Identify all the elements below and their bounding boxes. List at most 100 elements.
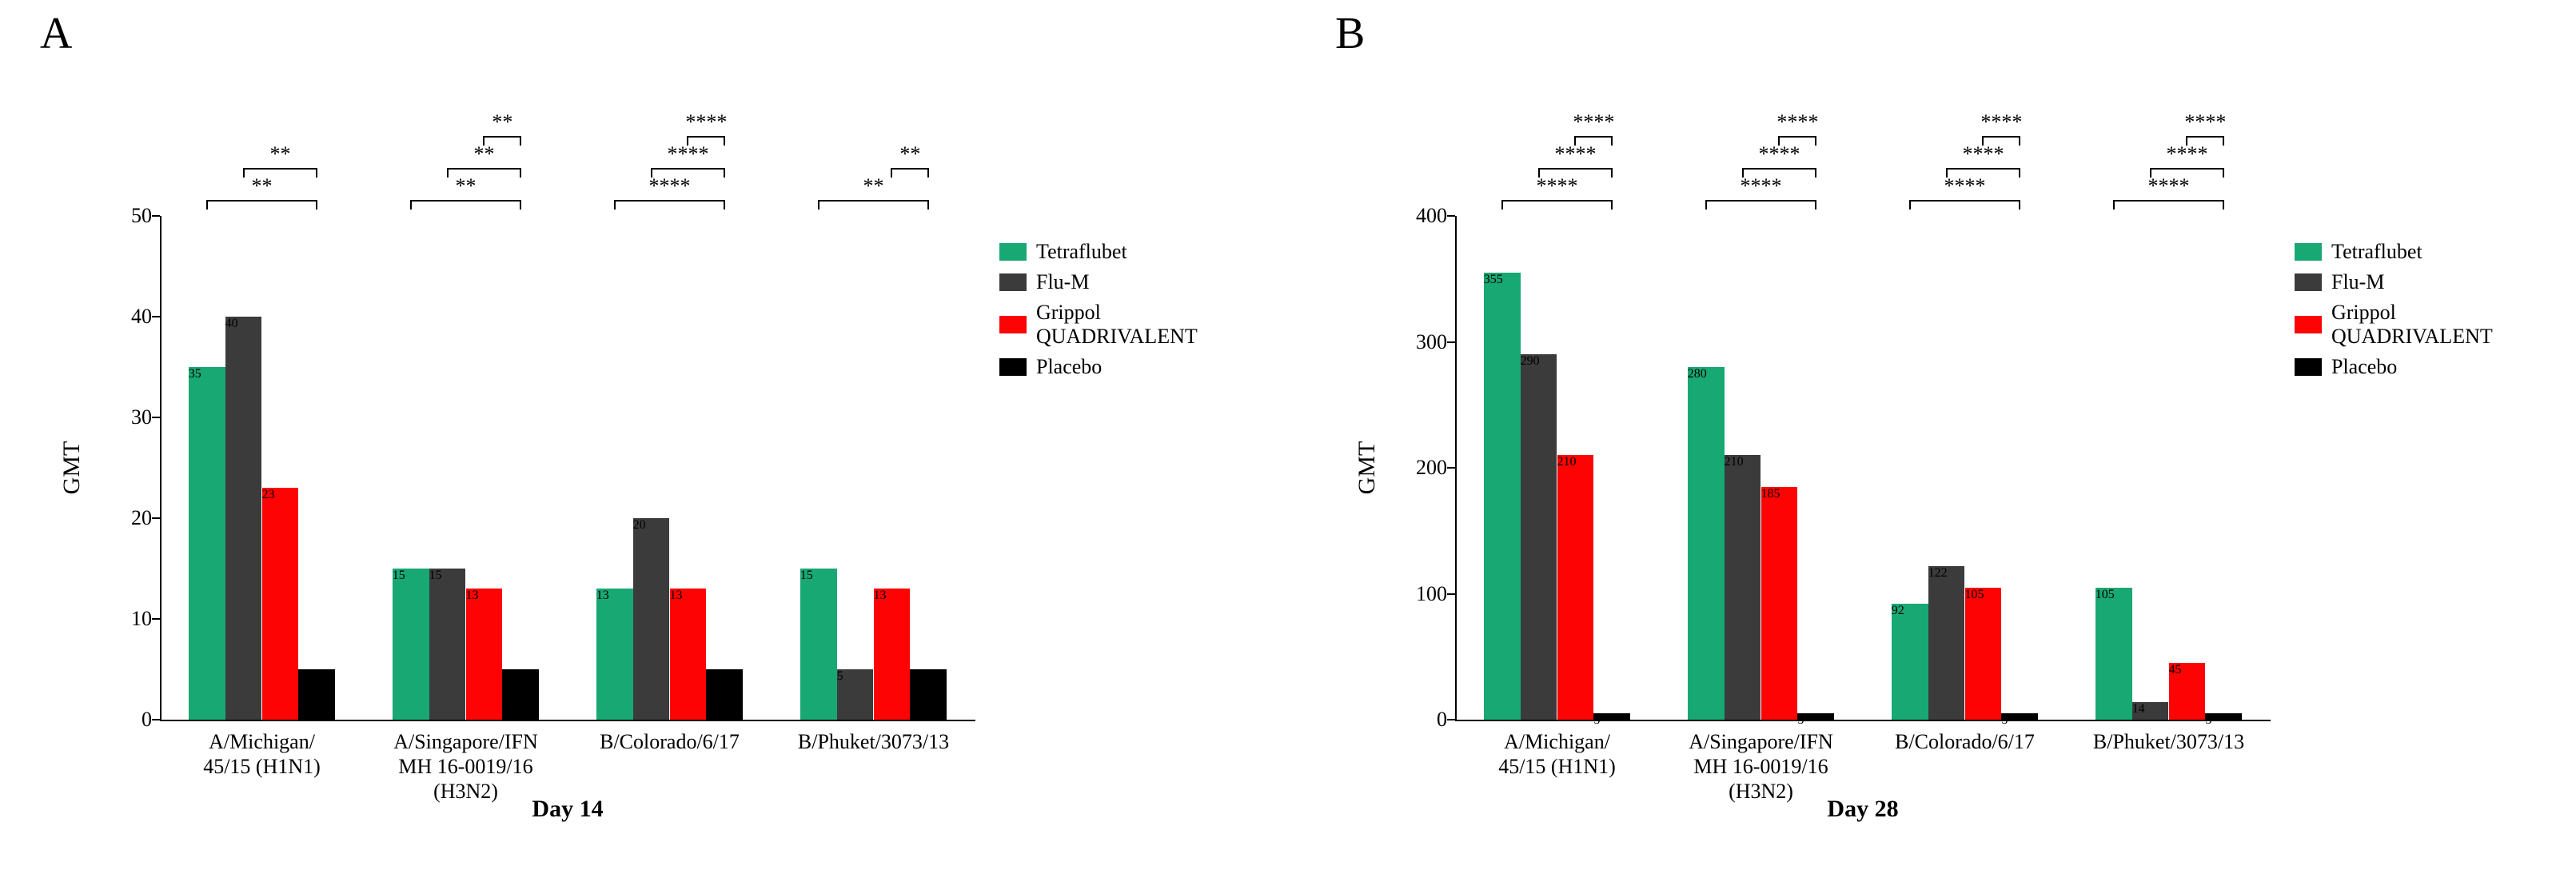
- sig-bracket-tick: [483, 136, 484, 146]
- bar-tetraflubet: 35: [189, 367, 225, 720]
- sig-bracket-tick: [2186, 136, 2187, 146]
- legend-swatch: [2295, 358, 2322, 376]
- xtick-label: A/Singapore/IFNMH 16-0019/16 (H3N2): [1659, 729, 1863, 804]
- sig-bracket-tick: [2223, 168, 2224, 178]
- sig-bracket-tick: [520, 168, 521, 178]
- panel-label: B: [1335, 8, 1365, 59]
- ytick-mark: [152, 517, 160, 519]
- sig-bracket-tick: [1909, 200, 1911, 210]
- legend-item: Placebo: [2295, 355, 2493, 379]
- sig-bracket: [207, 200, 317, 202]
- sig-bracket: [1983, 136, 2020, 138]
- xtick-label: A/Michigan/45/15 (H1N1): [160, 729, 364, 779]
- bar-tetraflubet: 15: [393, 569, 429, 720]
- bar-flum: 210: [1725, 455, 1761, 720]
- bar-flum: 20: [633, 518, 670, 720]
- sig-bracket-tick: [1778, 136, 1780, 146]
- legend-swatch: [2295, 273, 2322, 291]
- xtick-line: B/Phuket/3073/13: [798, 730, 949, 753]
- legend-swatch: [2295, 243, 2322, 261]
- sig-bracket-tick: [2223, 136, 2224, 146]
- bar-placebo: 5: [298, 669, 335, 720]
- legend-label: Placebo: [1036, 355, 1102, 379]
- sig-bracket: [652, 168, 725, 170]
- ytick-label: 300: [1391, 330, 1447, 354]
- sig-label: **: [492, 110, 512, 134]
- x-axis-title: Day 28: [1455, 796, 2271, 823]
- sig-bracket: [484, 136, 520, 138]
- sig-bracket-tick: [724, 200, 725, 210]
- sig-bracket: [1502, 200, 1613, 202]
- bar-placebo: 5: [2205, 713, 2242, 720]
- sig-bracket-tick: [410, 200, 412, 210]
- sig-bracket-tick: [2150, 168, 2151, 178]
- y-axis: [1455, 216, 1457, 720]
- bar-tetraflubet: 15: [800, 569, 837, 720]
- xtick-line: A/Singapore/IFN: [393, 730, 538, 753]
- xtick-line: 45/15 (H1N1): [1498, 755, 1616, 778]
- sig-bracket-tick: [1815, 136, 1816, 146]
- bar-flum: 15: [429, 569, 466, 720]
- legend-label: GrippolQUADRIVALENT: [1036, 301, 1198, 349]
- sig-bracket-tick: [927, 200, 929, 210]
- legend-swatch: [2295, 316, 2322, 333]
- sig-label: ****: [1776, 110, 1818, 134]
- sig-bracket-tick: [447, 168, 449, 178]
- xtick-label: B/Colorado/6/17: [1863, 729, 2067, 754]
- x-axis: [160, 720, 975, 721]
- legend-swatch: [999, 316, 1027, 333]
- sig-bracket-tick: [1611, 200, 1613, 210]
- ytick-label: 20: [96, 506, 152, 530]
- sig-label: ****: [1980, 110, 2022, 134]
- sig-bracket-tick: [1705, 200, 1707, 210]
- sig-bracket: [1743, 168, 1816, 170]
- ytick-label: 40: [96, 305, 152, 329]
- sig-bracket: [448, 168, 521, 170]
- ytick-mark: [152, 417, 160, 418]
- sig-label: ****: [1944, 174, 1986, 198]
- sig-bracket-tick: [1501, 200, 1503, 210]
- sig-label: **: [252, 174, 273, 198]
- legend-label: Placebo: [2331, 355, 2397, 379]
- legend-label: GrippolQUADRIVALENT: [2331, 301, 2493, 349]
- legend-label: Tetraflubet: [1036, 240, 1127, 264]
- sig-bracket-tick: [2019, 136, 2020, 146]
- sig-bracket-tick: [2223, 200, 2224, 210]
- bar-tetraflubet: 13: [596, 589, 633, 720]
- legend-item: Flu-M: [2295, 270, 2493, 294]
- sig-bracket-tick: [927, 168, 929, 178]
- sig-bracket: [819, 200, 929, 202]
- sig-bracket-tick: [1538, 168, 1540, 178]
- y-axis-label: GMT: [1354, 441, 1381, 495]
- legend-swatch: [999, 243, 1027, 261]
- xtick-line: A/Michigan/: [209, 730, 315, 753]
- xtick-line: B/Colorado/6/17: [600, 730, 740, 753]
- xtick-label: B/Phuket/3073/13: [2067, 729, 2271, 754]
- bar-placebo: 5: [1797, 713, 1834, 720]
- ytick-label: 0: [1391, 708, 1447, 732]
- sig-bracket: [1539, 168, 1613, 170]
- ytick-mark: [1447, 341, 1455, 343]
- sig-bracket-tick: [2019, 168, 2020, 178]
- bar-grippol: 13: [874, 589, 911, 720]
- legend-item: Tetraflubet: [999, 240, 1198, 264]
- sig-bracket-tick: [651, 168, 652, 178]
- sig-bracket-tick: [316, 168, 317, 178]
- sig-bracket-tick: [818, 200, 819, 210]
- sig-bracket: [891, 168, 928, 170]
- bar-placebo: 5: [502, 669, 539, 720]
- sig-bracket: [1947, 168, 2020, 170]
- panel-label: A: [40, 8, 72, 59]
- legend-swatch: [999, 273, 1027, 291]
- legend: Tetraflubet Flu-M GrippolQUADRIVALENT Place…: [999, 240, 1198, 385]
- bar-flum: 290: [1521, 354, 1557, 720]
- sig-bracket-tick: [891, 168, 892, 178]
- sig-label: **: [456, 174, 477, 198]
- panel-B: B355290210528021018559212210551051445501…: [1327, 8, 2574, 856]
- y-axis-label: GMT: [58, 441, 86, 495]
- sig-bracket-tick: [1611, 136, 1613, 146]
- x-axis-title: Day 14: [160, 796, 975, 823]
- bar-grippol: 23: [262, 488, 299, 720]
- legend-label: Flu-M: [1036, 270, 1089, 294]
- ytick-mark: [152, 316, 160, 317]
